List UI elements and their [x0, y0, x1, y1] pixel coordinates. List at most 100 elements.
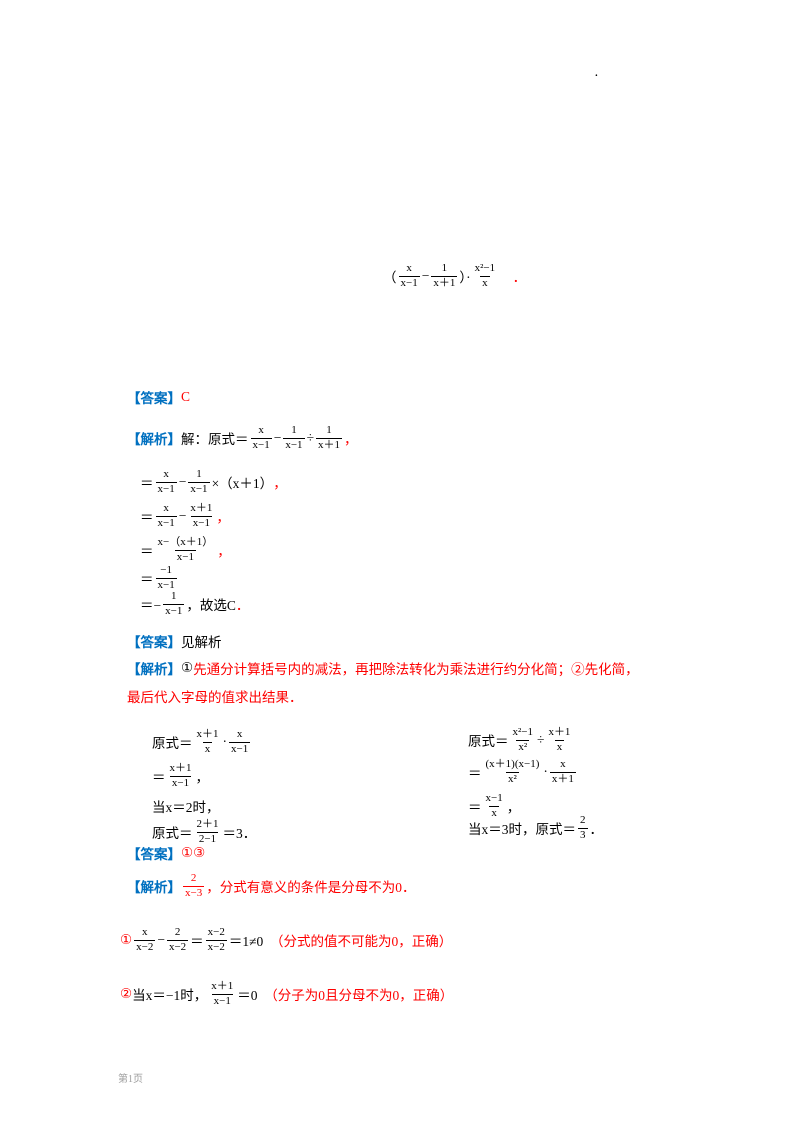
math-text [499, 266, 513, 286]
derivation-step: ＝ −1 x−1 [140, 564, 179, 593]
fraction: x−1 x [485, 792, 503, 819]
fraction: x＋1 x−1 [190, 502, 213, 529]
answer-label: 【答案】 [127, 847, 181, 862]
work-left-step: ＝ x＋1 x−1， [152, 762, 209, 791]
math-text: 当x＝3时，原式＝ [468, 822, 576, 838]
problem-expression: （x x−1−1 x＋1 ）· x²−1 x ． [383, 262, 526, 291]
math-text: 当x＝−1时， [132, 988, 208, 1004]
work-left-step: 原式＝ x＋1 x · x x−1 [152, 728, 252, 757]
item-line-1: ① x x−2−2 x−2 ＝ x−2 x−2 ＝1≠0 （分式的值不可能为0，正确） [120, 926, 452, 955]
fraction: 1 x−1 [283, 424, 305, 451]
fraction: x²−1 x [474, 262, 496, 289]
work-right-step: 原式＝ x²−1 x² ÷ x＋1 x [468, 726, 574, 755]
math-text: 最后代入字母的值求出结果． [127, 690, 303, 705]
math-text: ， [273, 476, 287, 492]
derivation-step: ＝ x x−1− x＋1 x−1， [140, 502, 230, 531]
math-text: ① [181, 660, 194, 675]
fraction: x²−1 x² [512, 726, 534, 753]
fraction: x＋1 x [548, 726, 571, 753]
item-line-2: ② 当x＝−1时， x＋1 x−1 ＝0 （分子为0且分母不为0，正确） [120, 980, 453, 1009]
math-text: 原式＝ [152, 736, 193, 752]
math-text: ． [589, 822, 604, 838]
math-text: 原式＝ [152, 826, 193, 842]
fraction: x x−1 [155, 468, 177, 495]
analysis-line-3: 【解析】 2 x−3 ，分式有意义的条件是分母不为0． [127, 872, 415, 901]
math-text: 【解析】 [127, 880, 181, 896]
fraction: −1 x−1 [155, 564, 177, 591]
math-text: · [543, 764, 548, 780]
math-text: ， [216, 510, 230, 526]
fraction: x x−1 [229, 728, 251, 755]
math-text: − [421, 268, 430, 284]
fraction: x＋1 x−1 [211, 980, 234, 1007]
math-text: ）· [459, 270, 471, 286]
fraction: x x−2 [134, 926, 156, 953]
math-text: − [178, 508, 187, 524]
answer-line-2: 【答案】 见解析 [127, 631, 222, 651]
work-right-step: 当x＝3时，原式＝ 2 3 ． [468, 814, 603, 843]
analysis-line-2a: 【解析】 ① 先通分计算括号内的减法，再把除法转化为乘法进行约分化简；②先化简， [127, 658, 639, 678]
fraction: x x−1 [155, 502, 177, 529]
fraction: 1 x−1 [188, 468, 210, 495]
fraction: 2＋1 2−1 [196, 818, 219, 845]
math-text: − [273, 430, 282, 446]
answer-value: C [181, 389, 191, 404]
math-text: ＝3． [222, 826, 257, 842]
work-left-step: 原式＝ 2＋1 2−1 ＝3． [152, 818, 256, 847]
fraction: x x＋1 [549, 758, 576, 785]
answer-line-1: 【答案】 C [127, 387, 190, 407]
math-text: − [157, 932, 165, 948]
derivation-step: ＝ x−（x＋1） x−1， [140, 536, 231, 565]
math-text: （ [383, 270, 397, 286]
math-text: 原式＝ [468, 734, 509, 750]
page-footer: 第1页 [118, 1074, 143, 1085]
math-text: ＝ [190, 934, 204, 950]
work-right-step: ＝ (x＋1)(x−1) x² · x x＋1 [468, 758, 578, 787]
math-text: ， [506, 800, 521, 816]
math-text: （分子为0且分母不为0，正确） [257, 988, 454, 1004]
math-text: ＝0 [237, 988, 258, 1004]
work-right-step: ＝ x−1 x， [468, 792, 520, 821]
math-text: · [222, 734, 228, 750]
math-text: 当x＝2时， [152, 800, 220, 815]
math-text: ，故选C [186, 598, 236, 614]
derivation-step: ＝− 1 x−1 ，故选C ． [140, 590, 249, 619]
math-text: − [178, 474, 187, 490]
math-text: ＝ [140, 544, 154, 560]
math-text: ＝ [152, 770, 166, 786]
analysis-line-1: 【解析】 解：原式＝ x x−1−1 x−1 ÷ 1 x＋1， [127, 424, 357, 453]
fraction: 2 x−2 [166, 926, 189, 953]
fraction: 1 x＋1 [315, 424, 342, 451]
math-text: 先通分计算括号内的减法，再把除法转化为乘法进行约分化简；②先化简， [193, 662, 639, 677]
math-text: ＝ [140, 572, 154, 588]
analysis-line-2b: 最后代入字母的值求出结果． [127, 686, 303, 706]
math-text: 【解析】 [127, 662, 181, 677]
fraction: x−（x＋1） x−1 [157, 536, 214, 563]
math-text: ． [235, 598, 250, 614]
fraction: 1 x−1 [163, 590, 185, 617]
math-text: 【解析】 [127, 432, 181, 448]
math-text: ×（x＋1） [211, 476, 274, 492]
math-text: ， [195, 770, 210, 786]
answer-label: 【答案】 [127, 635, 181, 650]
math-text: ，分式有意义的条件是分母不为0． [206, 880, 416, 896]
math-text: ＝ [468, 766, 482, 782]
math-text: ＝ [140, 510, 154, 526]
math-text: ＝ [140, 476, 154, 492]
fraction: x＋1 x−1 [169, 762, 192, 789]
fraction: (x＋1)(x−1) x² [485, 758, 540, 785]
fraction: x x−1 [250, 424, 272, 451]
math-text: ÷ [306, 430, 314, 446]
math-text: ① [120, 932, 133, 948]
math-text: ， [343, 432, 358, 448]
math-text: ÷ [537, 732, 545, 748]
fraction: x−2 x−2 [205, 926, 227, 953]
derivation-step: ＝ x x−1−1 x−1 ×（x＋1）， [140, 468, 287, 497]
math-text: （分式的值不可能为0，正确） [263, 934, 453, 950]
math-text: ， [217, 544, 231, 560]
answer-line-3: 【答案】 ①③ [127, 843, 205, 863]
fraction: 1 x＋1 [431, 262, 458, 289]
math-text: ＝ [468, 800, 482, 816]
